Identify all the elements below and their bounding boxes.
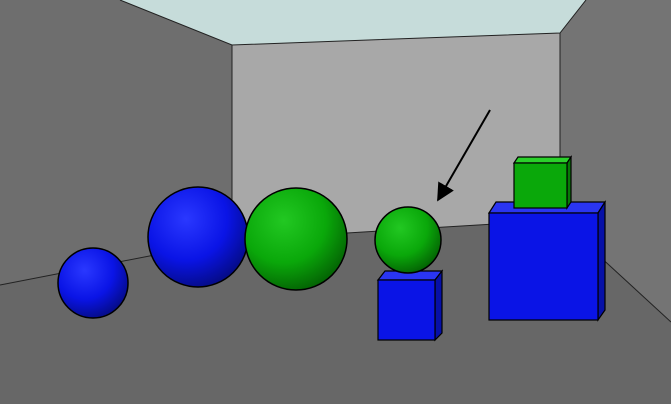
large-green-sphere xyxy=(244,187,348,291)
large-blue-sphere xyxy=(147,186,249,288)
small-green-cube xyxy=(512,155,573,210)
small-blue-cube xyxy=(376,269,444,342)
back-wall xyxy=(232,33,560,240)
small-green-sphere xyxy=(374,206,442,274)
arrow-icon xyxy=(437,109,491,202)
small-blue-sphere xyxy=(57,247,129,319)
ceiling xyxy=(120,0,586,45)
large-blue-cube xyxy=(487,199,607,322)
